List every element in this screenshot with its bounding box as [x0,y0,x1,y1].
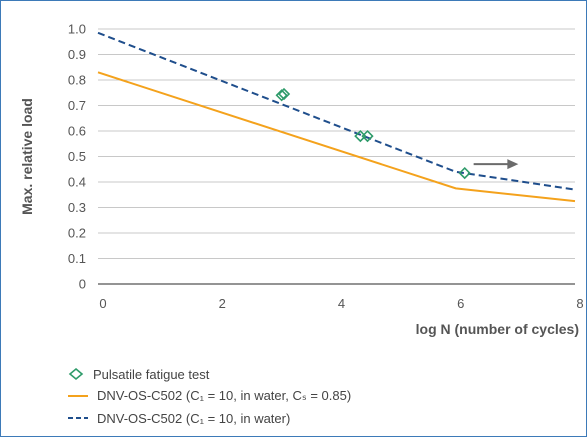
x-tick-label: 2 [219,296,226,311]
y-tick-label: 0.5 [68,149,86,164]
chart-plot: 0 0.1 0.2 0.3 0.4 0.5 0.6 0.7 0.8 0.9 1.0 0 2 4 6 8 log … [19,22,584,338]
legend-label: Pulsatile fatigue test [93,366,210,382]
data-point-pulsatile [458,166,471,180]
legend-label: DNV-OS-C502 (C₁ = 10, in water, Cₛ = 0.8… [97,388,352,403]
x-tick-label: 6 [457,296,464,311]
annotation-arrow-head [507,159,519,170]
legend-item-cs: DNV-OS-C502 (C₁ = 10, in water, Cₛ = 0.8… [67,385,351,407]
y-tick-label: 0 [79,277,86,292]
y-tick-label: 0.3 [68,200,86,215]
y-tick-label: 0.1 [68,251,86,266]
y-tick-label: 0.4 [68,175,86,190]
x-tick-label: 8 [576,296,583,311]
x-axis-title: log N (number of cycles) [416,321,579,337]
legend-item-water: DNV-OS-C502 (C₁ = 10, in water) [67,407,351,429]
series-line-dashed [97,31,576,191]
chart-legend: Pulsatile fatigue test DNV-OS-C502 (C₁ =… [67,363,351,429]
legend-dashed-line [68,417,88,419]
x-tick-label: 0 [99,296,106,311]
legend-solid-line [68,395,88,397]
y-tick-label: 0.6 [68,124,86,139]
data-point-pulsatile [277,87,291,101]
legend-diamond-marker [68,367,84,381]
y-tick-label: 0.7 [68,98,86,113]
data-point-pulsatile [361,129,374,143]
y-tick-label: 0.2 [68,226,86,241]
y-tick-label: 1.0 [68,22,86,37]
y-tick-label: 0.8 [68,73,86,88]
x-tick-label: 4 [338,296,345,311]
series-line-solid [97,71,576,203]
legend-item-pulsatile: Pulsatile fatigue test [67,363,351,385]
y-tick-label: 0.9 [68,47,86,62]
legend-label: DNV-OS-C502 (C₁ = 10, in water) [97,410,291,426]
y-axis-title: Max. relative load [19,98,35,215]
